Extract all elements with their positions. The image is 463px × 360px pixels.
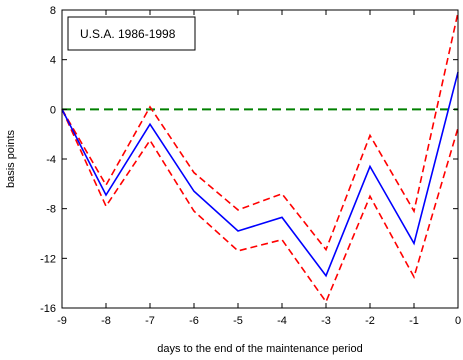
x-tick-label: -5 [233,315,243,327]
y-tick-label: 0 [50,104,56,116]
x-tick-label: -9 [57,315,67,327]
annotation-frame [67,16,196,51]
y-axis-label: basis points [5,129,17,188]
axis-ticks: -9 -8 -7 -6 -5 -4 -3 -2 -1 0 -16 -12 -8 -4 0 4 8 [40,5,461,327]
y-tick-label: 4 [50,55,56,67]
x-axis-label: days to the end of the maintenance perio… [157,343,362,355]
x-tick-label: -3 [321,315,331,327]
x-tick-label: -1 [409,315,419,327]
y-tick-label: -12 [40,253,56,265]
plot-frame [61,9,459,309]
series-line-0 [61,71,459,278]
x-tick-label: 0 [455,315,461,327]
x-tick-label: -6 [189,315,199,327]
annotation-text: U.S.A. 1986-1998 [80,27,176,41]
x-tick-label: -4 [277,315,287,327]
series-line-2 [61,108,459,304]
y-tick-label: -4 [46,154,56,166]
x-tick-label: -7 [145,315,155,327]
x-tick-label: -2 [365,315,375,327]
y-tick-label: -16 [40,303,56,315]
x-tick-label: -8 [101,315,111,327]
series-line-1 [61,12,459,252]
y-tick-label: 8 [50,5,56,17]
annotation-box: U.S.A. 1986-1998 [67,16,196,51]
plot-marks [61,12,459,304]
y-tick-label: -8 [46,204,56,216]
